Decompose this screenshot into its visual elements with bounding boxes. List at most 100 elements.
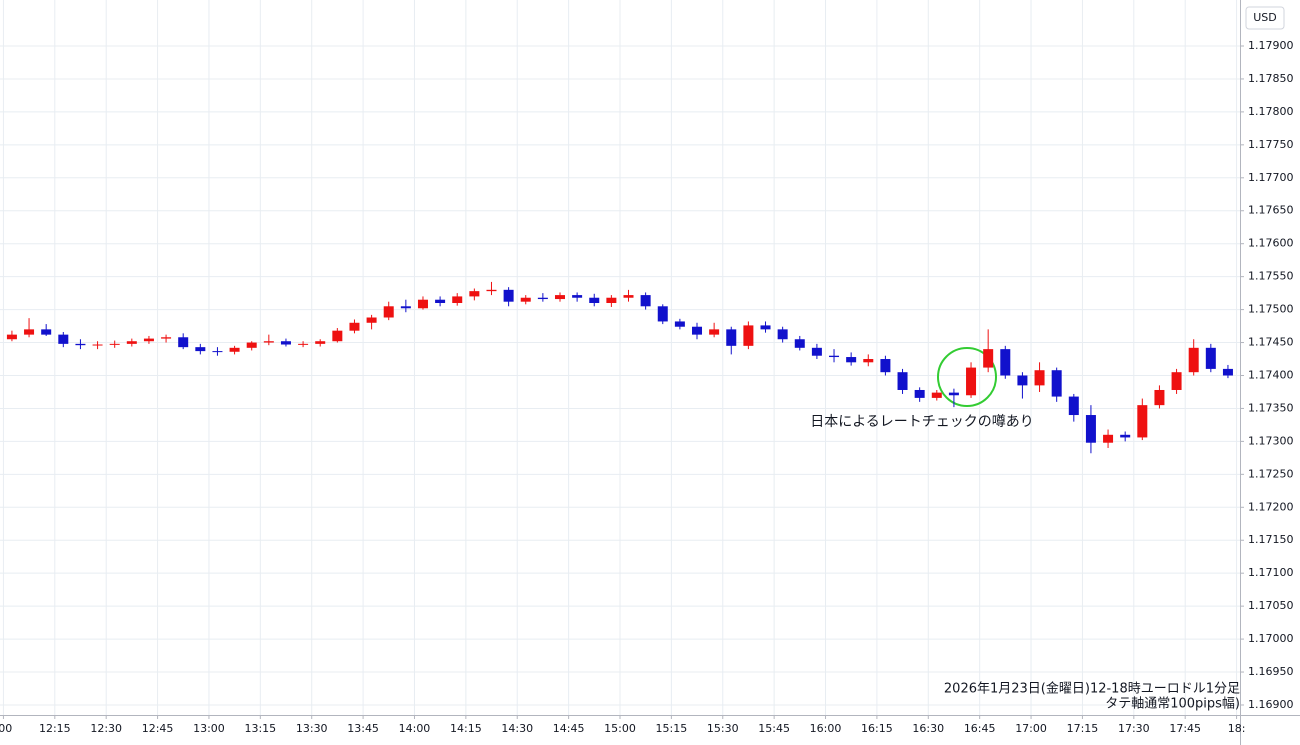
candle-body	[1154, 389, 1165, 406]
x-tick-label: 13:45	[347, 722, 379, 735]
candle-body	[931, 392, 942, 398]
x-tick-label: 14:45	[553, 722, 585, 735]
candle-body	[589, 297, 600, 304]
y-tick-label: 1.17400	[1248, 368, 1294, 381]
candle-body	[640, 295, 651, 307]
y-tick-label: 1.17650	[1248, 204, 1294, 217]
candle-body	[41, 329, 52, 335]
x-tick-label: 12:15	[39, 722, 71, 735]
candle-body	[846, 357, 857, 363]
y-tick-label: 1.17800	[1248, 105, 1294, 118]
y-tick-label: 1.17450	[1248, 336, 1294, 349]
y-tick-label: 1.17850	[1248, 72, 1294, 85]
candle-body	[400, 306, 411, 309]
y-tick-label: 1.16950	[1248, 665, 1294, 678]
candle-body	[75, 343, 86, 346]
candle-body	[486, 289, 497, 292]
candle-body	[435, 299, 446, 304]
candle-body	[452, 296, 463, 304]
candle-body	[1017, 375, 1028, 386]
candle-body	[1068, 396, 1079, 416]
x-tick-label: 14:00	[399, 722, 431, 735]
x-tick-label: :00	[0, 722, 12, 735]
y-tick-label: 1.17700	[1248, 171, 1294, 184]
candle-body	[983, 349, 994, 368]
y-tick-label: 1.17500	[1248, 303, 1294, 316]
candle-body	[1222, 368, 1233, 376]
y-tick-label: 1.17900	[1248, 39, 1294, 52]
candle-body	[195, 347, 206, 352]
candle-body	[914, 389, 925, 398]
candle-body	[1171, 372, 1182, 390]
candle-body	[1205, 347, 1216, 369]
x-tick-label: 17:30	[1118, 722, 1150, 735]
candle-body	[109, 343, 120, 345]
x-tick-label: 12:45	[142, 722, 174, 735]
candle-body	[692, 326, 703, 335]
x-tick-label: 15:30	[707, 722, 739, 735]
candle-body	[880, 359, 891, 373]
candle-body	[554, 295, 565, 300]
candle-body	[1000, 349, 1011, 376]
candle-body	[948, 392, 959, 396]
currency-box	[1245, 6, 1285, 30]
candle-body	[1051, 370, 1062, 397]
candle-body	[829, 355, 840, 358]
candle-body	[212, 351, 223, 353]
candle-body	[1034, 370, 1045, 386]
y-tick-label: 1.17300	[1248, 434, 1294, 447]
candle-body	[760, 325, 771, 330]
candle-body	[794, 339, 805, 348]
y-tick-label: 1.17000	[1248, 632, 1294, 645]
y-tick-label: 1.17600	[1248, 237, 1294, 250]
x-tick-label: 13:30	[296, 722, 328, 735]
candle-body	[349, 322, 360, 331]
candle-body	[811, 347, 822, 356]
x-tick-label: 16:15	[861, 722, 893, 735]
caption-line: タテ軸通常100pips幅)	[1105, 697, 1240, 712]
candle-body	[280, 341, 291, 345]
x-tick-label: 14:15	[450, 722, 482, 735]
y-tick-label: 1.17350	[1248, 401, 1294, 414]
x-tick-label: 17:45	[1169, 722, 1201, 735]
x-tick-label: 13:15	[244, 722, 276, 735]
candle-body	[161, 337, 172, 339]
x-tick-label: 13:00	[193, 722, 225, 735]
y-tick-label: 1.17750	[1248, 138, 1294, 151]
candle-body	[709, 329, 720, 335]
candle-body	[1103, 434, 1114, 443]
y-tick-label: 1.17250	[1248, 467, 1294, 480]
x-tick-label: 15:00	[604, 722, 636, 735]
candle-body	[1120, 434, 1131, 438]
annotation: 日本によるレートチェックの噂あり	[810, 414, 1034, 430]
candle-body	[417, 299, 428, 309]
candle-body	[1188, 347, 1199, 373]
x-tick-label: 16:30	[912, 722, 944, 735]
candle-body	[537, 297, 548, 300]
candle-body	[743, 325, 754, 346]
candle-body	[6, 334, 17, 340]
x-tick-label: 16:45	[964, 722, 996, 735]
candle-body	[1137, 405, 1148, 438]
y-tick-label: 1.16900	[1248, 698, 1294, 711]
candle-body	[58, 334, 69, 344]
candle-body	[126, 341, 137, 344]
y-tick-label: 1.17150	[1248, 533, 1294, 546]
caption-line: 2026年1月23日(金曜日)12-18時ユーロドル1分足	[944, 681, 1240, 697]
candle-body	[572, 295, 583, 298]
candle-body	[366, 317, 377, 323]
candle-body	[897, 372, 908, 390]
y-tick-label: 1.17100	[1248, 566, 1294, 579]
y-tick-label: 1.17050	[1248, 599, 1294, 612]
candle-body	[469, 291, 480, 297]
candle-body	[623, 295, 634, 298]
candle-body	[383, 306, 394, 318]
x-tick-label: 15:15	[656, 722, 688, 735]
candle-body	[332, 330, 343, 342]
candle-body	[143, 338, 154, 342]
candle-body	[298, 343, 309, 345]
candle-body	[657, 306, 668, 322]
candle-body	[229, 347, 240, 352]
